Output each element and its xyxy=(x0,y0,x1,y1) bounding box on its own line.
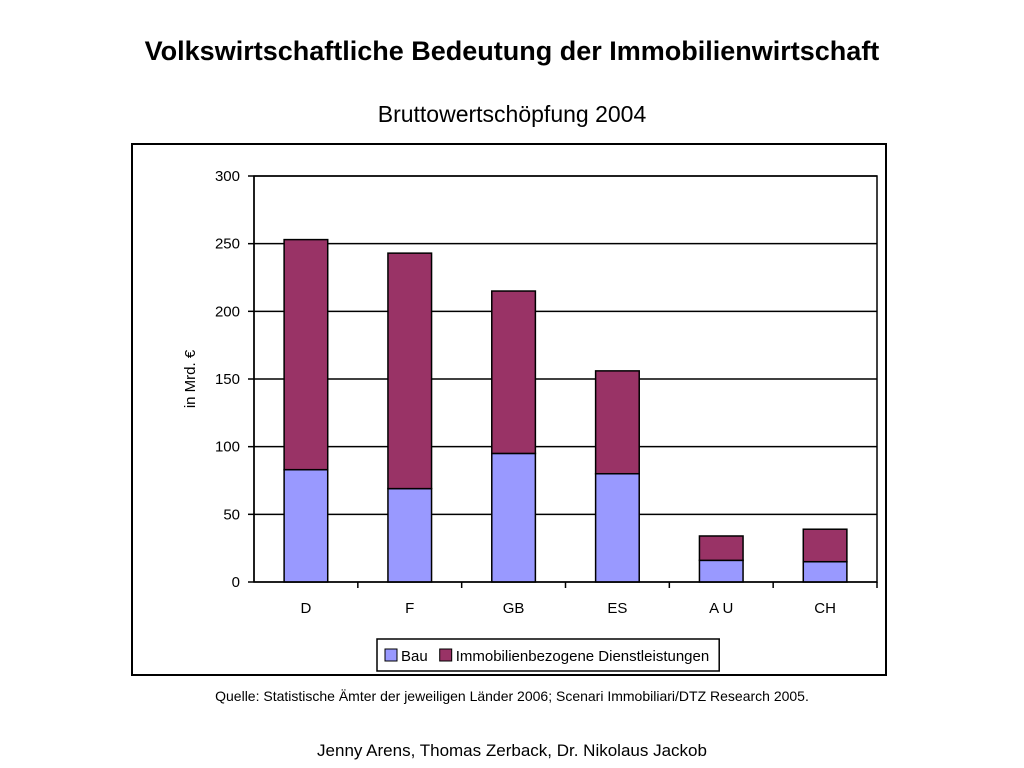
bar-dienstleistungen-f xyxy=(387,252,433,490)
y-tick-label: 300 xyxy=(215,168,240,185)
bar-bau-au xyxy=(698,559,744,583)
legend-label-dienstleistungen: Immobilienbezogene Dienstleistungen xyxy=(456,648,710,665)
x-tick-label: F xyxy=(405,600,414,617)
bar-bau-es xyxy=(594,472,640,583)
legend: Bau Immobilienbezogene Dienstleistungen xyxy=(376,638,720,672)
bar-bau-d xyxy=(283,468,329,583)
authors-footer: Jenny Arens, Thomas Zerback, Dr. Nikolau… xyxy=(317,741,707,760)
x-tick-label: ES xyxy=(607,600,627,617)
legend-swatch-dienstleistungen xyxy=(439,648,453,662)
legend-label-bau: Bau xyxy=(401,648,428,665)
y-tick-label: 50 xyxy=(223,506,240,523)
x-tick-label: GB xyxy=(503,600,525,617)
bar-bau-ch xyxy=(802,560,848,583)
stacked-bar-chart: 0 50 100 150 200 250 300 D F GB ES A U CH in Mrd. €… xyxy=(182,168,878,672)
bar-dienstleistungen-gb xyxy=(491,290,537,455)
legend-swatch-bau xyxy=(384,648,398,662)
bar-bau-f xyxy=(387,487,433,583)
bars xyxy=(283,238,848,583)
y-tick-label: 0 xyxy=(232,574,240,591)
legend-box xyxy=(376,638,720,672)
bar-bau-gb xyxy=(491,452,537,583)
bar-dienstleistungen-d xyxy=(283,238,329,471)
x-tick-labels: D F GB ES A U CH xyxy=(300,600,835,617)
y-axis-label: in Mrd. € xyxy=(182,349,199,408)
bar-dienstleistungen-au xyxy=(698,535,744,562)
chart-title: Bruttowertschöpfung 2004 xyxy=(377,101,647,127)
y-tick-label: 100 xyxy=(215,439,240,456)
bar-dienstleistungen-ch xyxy=(802,528,848,563)
x-tick-label: A U xyxy=(709,600,733,617)
axes xyxy=(248,175,878,588)
y-tick-label: 250 xyxy=(215,236,240,253)
bar-dienstleistungen-es xyxy=(594,370,640,475)
x-tick-label: CH xyxy=(814,600,836,617)
y-tick-label: 150 xyxy=(215,371,240,388)
slide-title: Volkswirtschaftliche Bedeutung der Immob… xyxy=(144,36,880,66)
gridlines xyxy=(253,175,878,583)
y-tick-label: 200 xyxy=(215,303,240,320)
x-tick-label: D xyxy=(300,600,311,617)
source-note: Quelle: Statistische Ämter der jeweilige… xyxy=(215,688,809,704)
y-tick-labels: 0 50 100 150 200 250 300 xyxy=(215,168,240,591)
chart-frame: 0 50 100 150 200 250 300 D F GB ES A U CH in Mrd. €… xyxy=(131,143,887,676)
